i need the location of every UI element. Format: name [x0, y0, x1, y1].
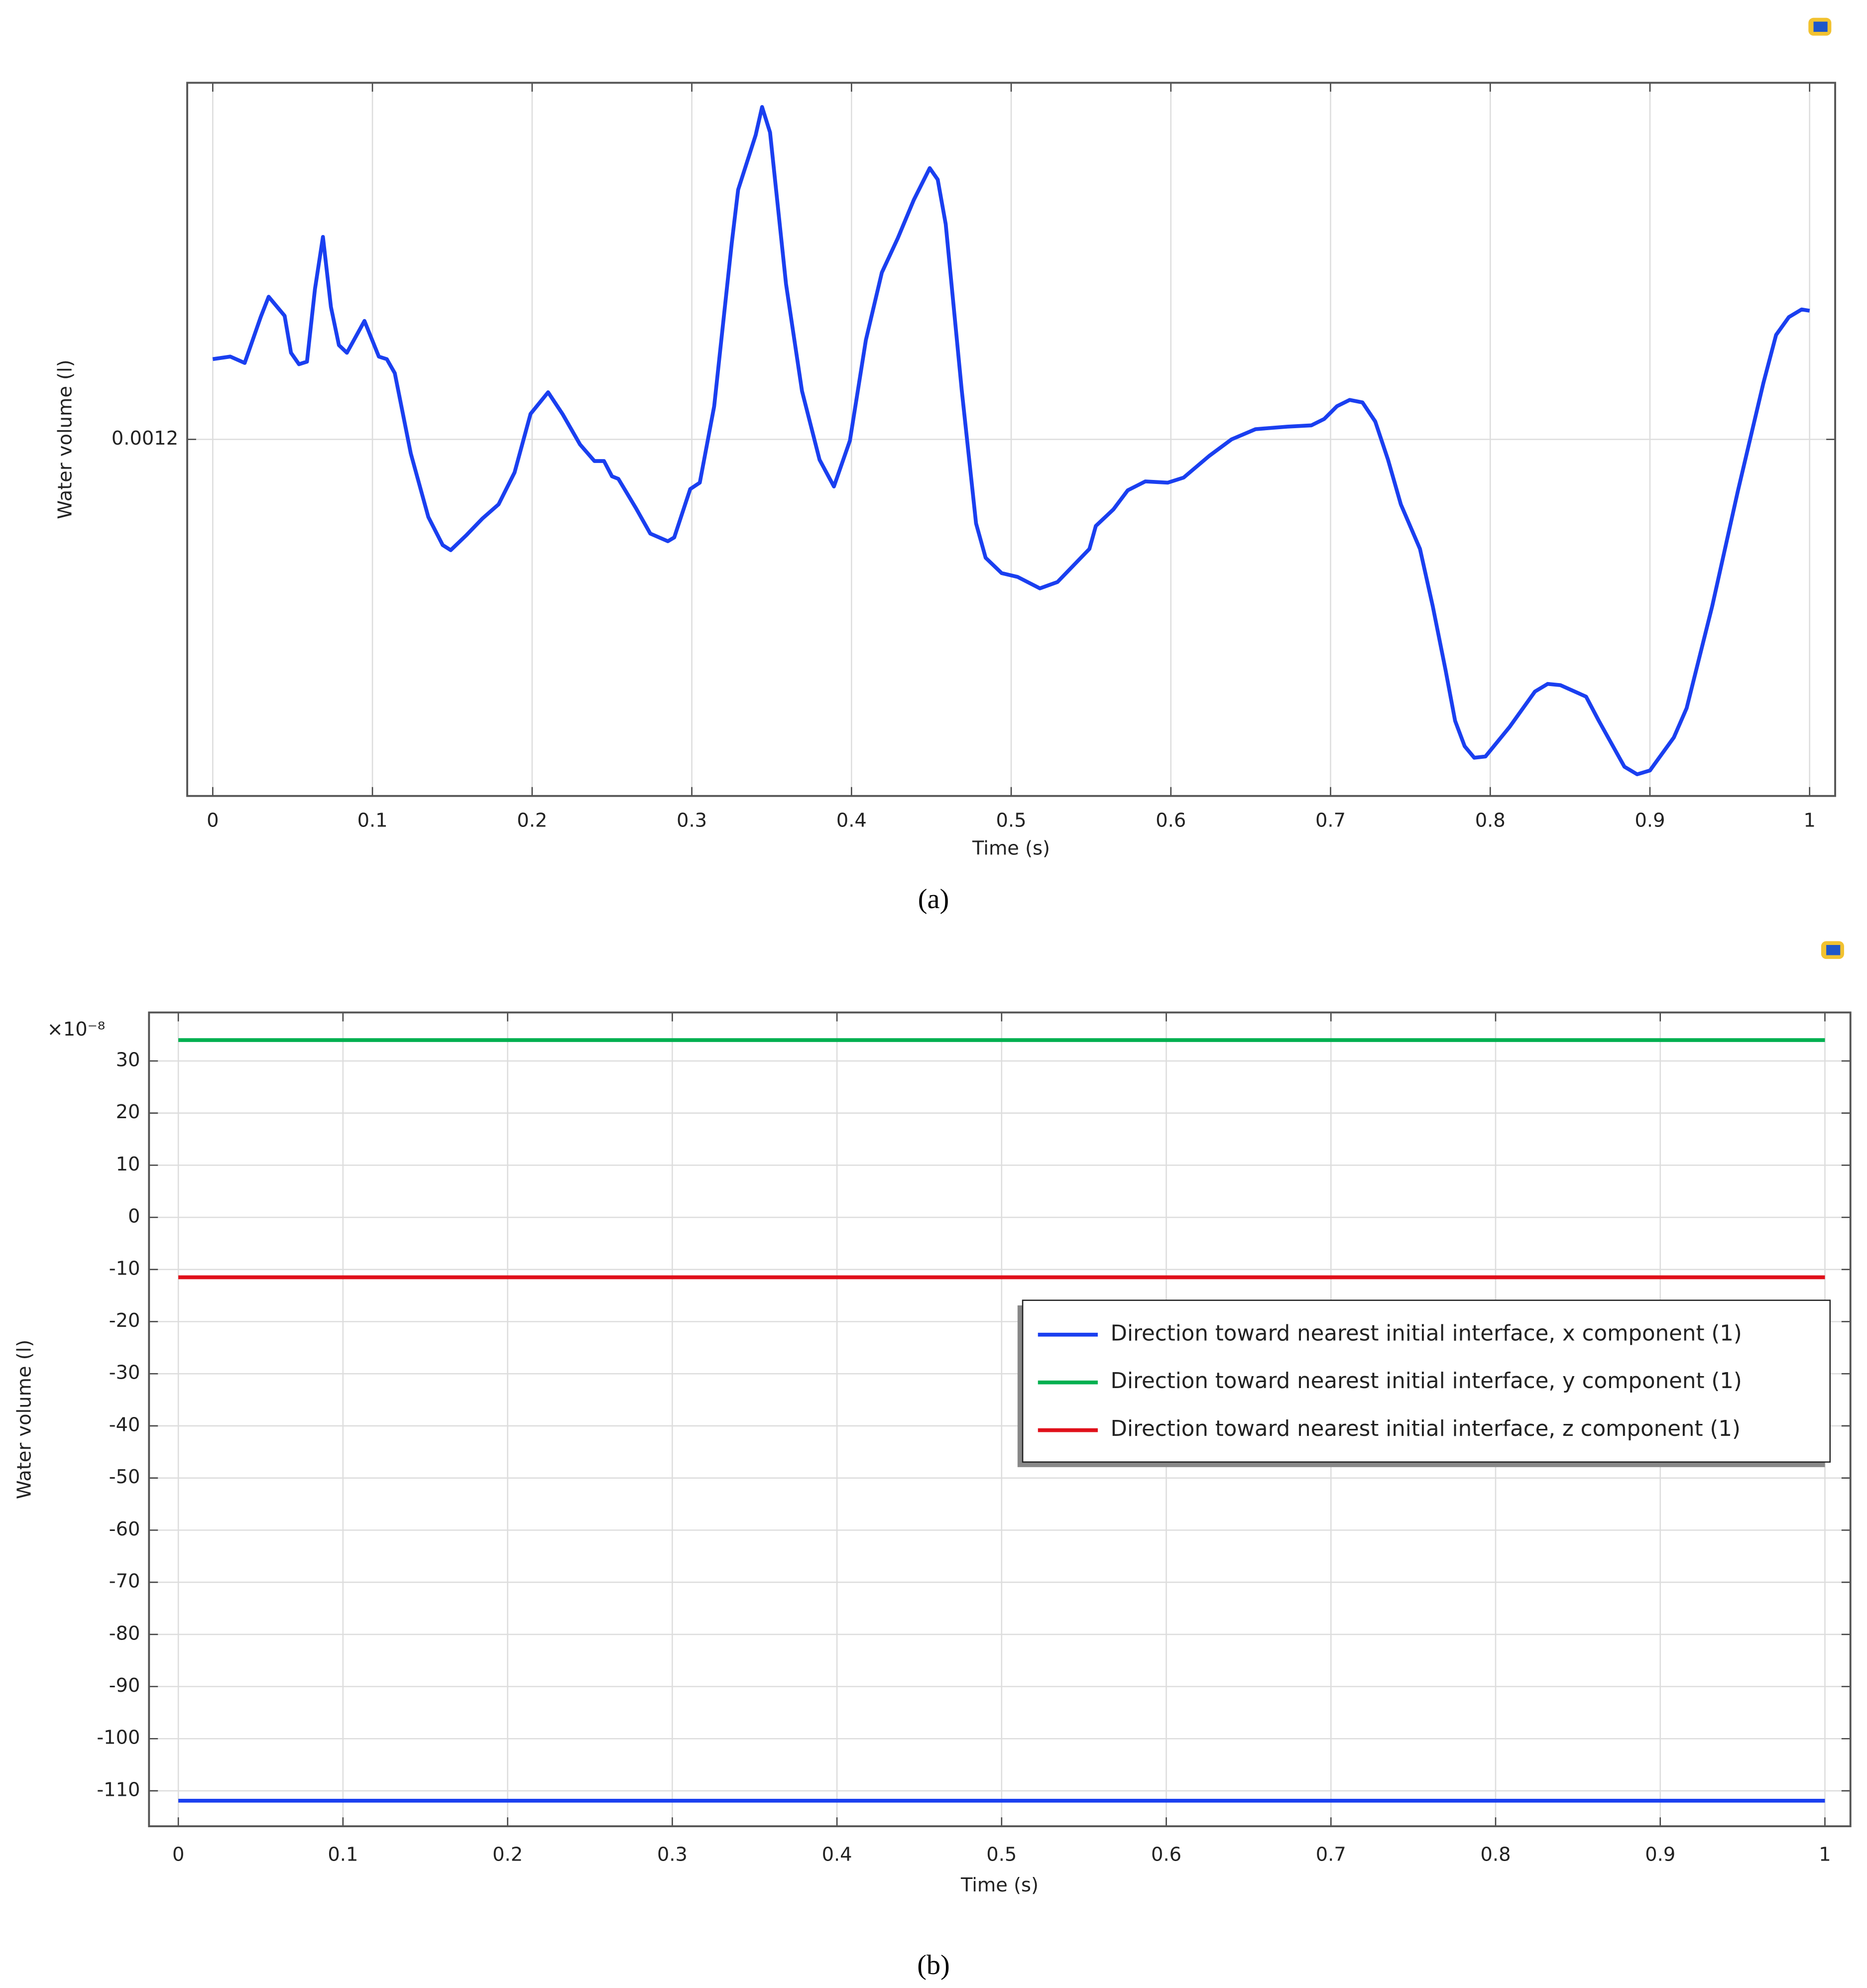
y-tick-label: -30: [109, 1362, 140, 1384]
legend-label: Direction toward nearest initial interfa…: [1111, 1321, 1742, 1346]
y-tick-label: -70: [109, 1570, 140, 1593]
x-tick-label: 0: [207, 809, 219, 831]
icon: [1821, 941, 1844, 959]
icon: [1808, 17, 1832, 36]
x-tick-label: 0.6: [1151, 1843, 1181, 1866]
legend-label: Direction toward nearest initial interfa…: [1111, 1369, 1742, 1394]
x-tick-label: 0.9: [1634, 809, 1665, 831]
x-tick-label: 0.1: [328, 1843, 358, 1866]
x-tick-label: 0.2: [492, 1843, 523, 1866]
x-tick-label: 0.6: [1156, 809, 1186, 831]
y-axis-label: Water volume (l): [13, 1340, 36, 1499]
plot-frame: [148, 1011, 1852, 1828]
y-multiplier: ×10⁻⁸: [47, 1018, 106, 1041]
x-axis-label: Time (s): [972, 837, 1050, 860]
x-tick-label: 0.7: [1316, 1843, 1346, 1866]
x-tick-label: 0.5: [986, 1843, 1017, 1866]
x-tick-label: 0.7: [1315, 809, 1346, 831]
y-axis-label: Water volume (l): [54, 359, 77, 519]
x-tick-label: 0.3: [657, 1843, 688, 1866]
x-tick-label: 1: [1819, 1843, 1831, 1866]
legend: Direction toward nearest initial interfa…: [1017, 1299, 1831, 1467]
legend-label: Direction toward nearest initial interfa…: [1111, 1416, 1741, 1441]
y-tick-label: 0.0012: [112, 427, 178, 450]
x-tick-label: 0.3: [677, 809, 707, 831]
x-tick-label: 0.2: [517, 809, 547, 831]
y-tick-label: 0: [128, 1205, 140, 1228]
plot-frame: [186, 82, 1836, 797]
legend-box: [1022, 1299, 1831, 1463]
y-tick-label: -10: [109, 1257, 140, 1280]
x-tick-label: 1: [1804, 809, 1816, 831]
x-tick-label: 0.1: [357, 809, 388, 831]
x-tick-label: 0.8: [1481, 1843, 1511, 1866]
y-tick-label: 20: [116, 1101, 140, 1123]
x-axis-label: Time (s): [960, 1874, 1039, 1896]
caption: (b): [917, 1950, 950, 1981]
y-tick-label: 10: [116, 1153, 140, 1175]
y-tick-label: -110: [97, 1778, 140, 1801]
y-tick-label: -90: [109, 1674, 140, 1697]
y-tick-label: -20: [109, 1309, 140, 1332]
y-tick-label: 30: [116, 1049, 140, 1071]
x-tick-label: 0.4: [836, 809, 867, 831]
y-tick-label: -40: [109, 1413, 140, 1436]
x-tick-label: 0.4: [822, 1843, 852, 1866]
caption: (a): [918, 884, 949, 915]
x-tick-label: 0: [172, 1843, 184, 1866]
y-tick-label: -60: [109, 1518, 140, 1540]
data-line: [212, 105, 1810, 777]
y-tick-label: -100: [97, 1727, 140, 1749]
y-tick-label: -50: [109, 1466, 140, 1488]
x-tick-label: 0.8: [1475, 809, 1506, 831]
x-tick-label: 0.5: [996, 809, 1027, 831]
y-tick-label: -80: [109, 1622, 140, 1644]
x-tick-label: 0.9: [1645, 1843, 1675, 1866]
